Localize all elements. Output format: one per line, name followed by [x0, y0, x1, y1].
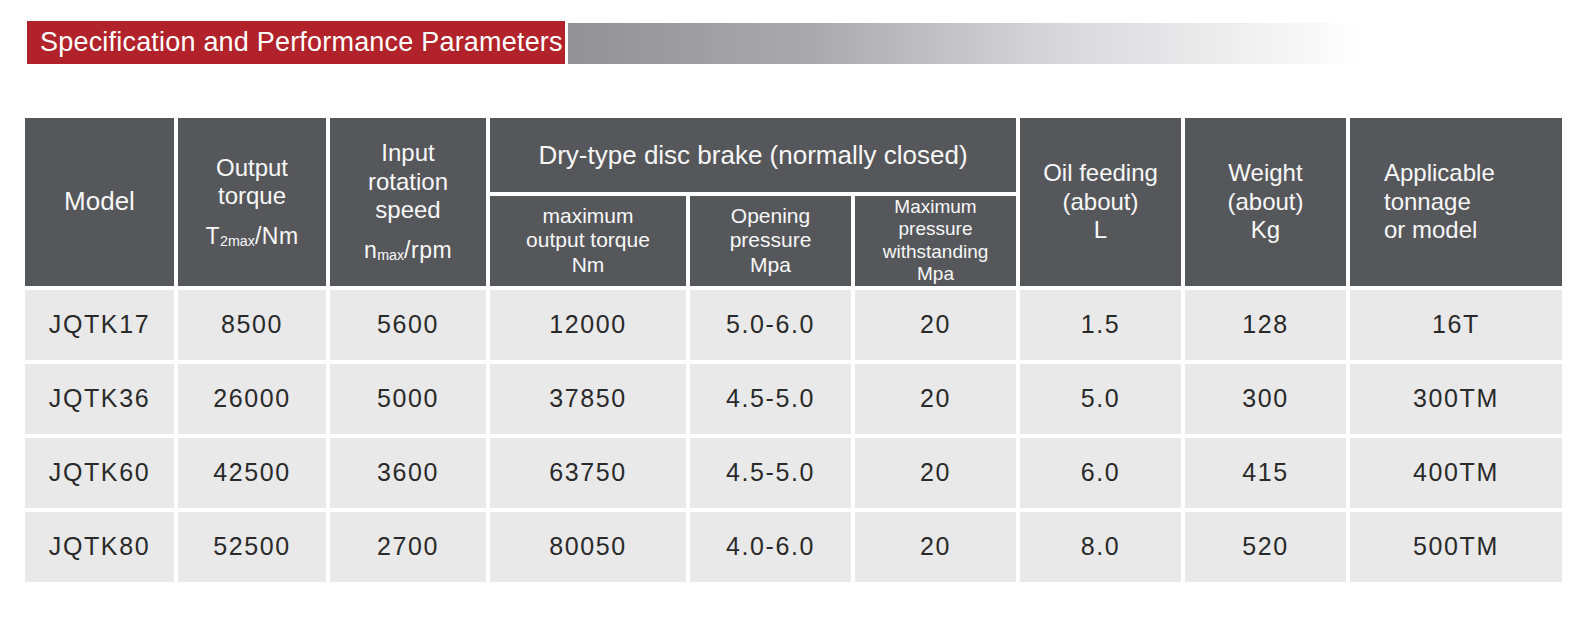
symbol-subscript: 2max	[220, 233, 255, 249]
cell-input-speed: 2700	[330, 512, 486, 582]
cell-max-pressure: 20	[855, 512, 1016, 582]
cell-output-torque: 42500	[178, 438, 326, 508]
cell-tonnage: 400TM	[1350, 438, 1562, 508]
cell-brake-torque: 12000	[490, 290, 686, 360]
header-input-speed: Input rotation speed nmax/rpm	[330, 118, 486, 286]
header-brake-group: Dry-type disc brake (normally closed)	[490, 118, 1016, 192]
header-brake-max-torque-label: maximum output torque Nm	[490, 204, 686, 278]
decorative-gradient-bar	[568, 23, 1388, 64]
cell-tonnage: 300TM	[1350, 364, 1562, 434]
cell-model: JQTK80	[25, 512, 174, 582]
header-output-torque: Output torque T2max/Nm	[178, 118, 326, 286]
header-oil-feeding-label: Oil feeding (about) L	[1020, 159, 1181, 244]
cell-oil-feeding: 5.0	[1020, 364, 1181, 434]
cell-opening-pressure: 5.0-6.0	[690, 290, 851, 360]
cell-brake-torque: 37850	[490, 364, 686, 434]
table-row: JQTK60 42500 3600 63750 4.5-5.0 20 6.0 4…	[25, 438, 1562, 508]
cell-opening-pressure: 4.0-6.0	[690, 512, 851, 582]
cell-model: JQTK17	[25, 290, 174, 360]
cell-max-pressure: 20	[855, 438, 1016, 508]
cell-output-torque: 52500	[178, 512, 326, 582]
cell-max-pressure: 20	[855, 364, 1016, 434]
header-oil-feeding: Oil feeding (about) L	[1020, 118, 1181, 286]
header-output-torque-label: Output torque	[178, 154, 326, 211]
table-row: JQTK17 8500 5600 12000 5.0-6.0 20 1.5 12…	[25, 290, 1562, 360]
table-row: JQTK36 26000 5000 37850 4.5-5.0 20 5.0 3…	[25, 364, 1562, 434]
cell-oil-feeding: 6.0	[1020, 438, 1181, 508]
cell-oil-feeding: 1.5	[1020, 290, 1181, 360]
header-input-speed-label: Input rotation speed	[330, 139, 486, 224]
cell-weight: 128	[1185, 290, 1346, 360]
symbol-unit: /rpm	[404, 237, 452, 263]
symbol-unit: /Nm	[255, 223, 299, 249]
cell-model: JQTK60	[25, 438, 174, 508]
header-model: Model	[25, 118, 174, 286]
symbol-base: T	[205, 223, 220, 249]
symbol-subscript: max	[377, 247, 404, 263]
cell-tonnage: 500TM	[1350, 512, 1562, 582]
cell-brake-torque: 80050	[490, 512, 686, 582]
header-weight: Weight (about) Kg	[1185, 118, 1346, 286]
cell-opening-pressure: 4.5-5.0	[690, 438, 851, 508]
header-brake-max-torque: maximum output torque Nm	[490, 196, 686, 286]
header-applicable-label: Applicable tonnage or model	[1384, 159, 1562, 244]
header-max-pressure: Maximum pressure withstanding Mpa	[855, 196, 1016, 286]
header-weight-label: Weight (about) Kg	[1185, 159, 1346, 244]
cell-input-speed: 5600	[330, 290, 486, 360]
header-row-group: Model Output torque T2max/Nm Input rotat…	[25, 118, 1562, 192]
section-title-banner: Specification and Performance Parameters	[27, 21, 565, 64]
header-applicable: Applicable tonnage or model	[1350, 118, 1562, 286]
cell-model: JQTK36	[25, 364, 174, 434]
header-opening-pressure: Opening pressure Mpa	[690, 196, 851, 286]
header-model-label: Model	[25, 186, 174, 217]
cell-weight: 415	[1185, 438, 1346, 508]
header-max-pressure-label: Maximum pressure withstanding Mpa	[855, 196, 1016, 286]
header-output-torque-symbol: T2max/Nm	[178, 223, 326, 250]
cell-oil-feeding: 8.0	[1020, 512, 1181, 582]
cell-input-speed: 5000	[330, 364, 486, 434]
cell-opening-pressure: 4.5-5.0	[690, 364, 851, 434]
symbol-base: n	[364, 237, 377, 263]
cell-tonnage: 16T	[1350, 290, 1562, 360]
cell-weight: 520	[1185, 512, 1346, 582]
table-row: JQTK80 52500 2700 80050 4.0-6.0 20 8.0 5…	[25, 512, 1562, 582]
cell-brake-torque: 63750	[490, 438, 686, 508]
cell-max-pressure: 20	[855, 290, 1016, 360]
cell-output-torque: 8500	[178, 290, 326, 360]
cell-output-torque: 26000	[178, 364, 326, 434]
section-title: Specification and Performance Parameters	[40, 27, 563, 58]
specification-table: Model Output torque T2max/Nm Input rotat…	[21, 114, 1566, 586]
header-input-speed-symbol: nmax/rpm	[330, 237, 486, 264]
cell-input-speed: 3600	[330, 438, 486, 508]
header-opening-pressure-label: Opening pressure Mpa	[690, 204, 851, 278]
cell-weight: 300	[1185, 364, 1346, 434]
